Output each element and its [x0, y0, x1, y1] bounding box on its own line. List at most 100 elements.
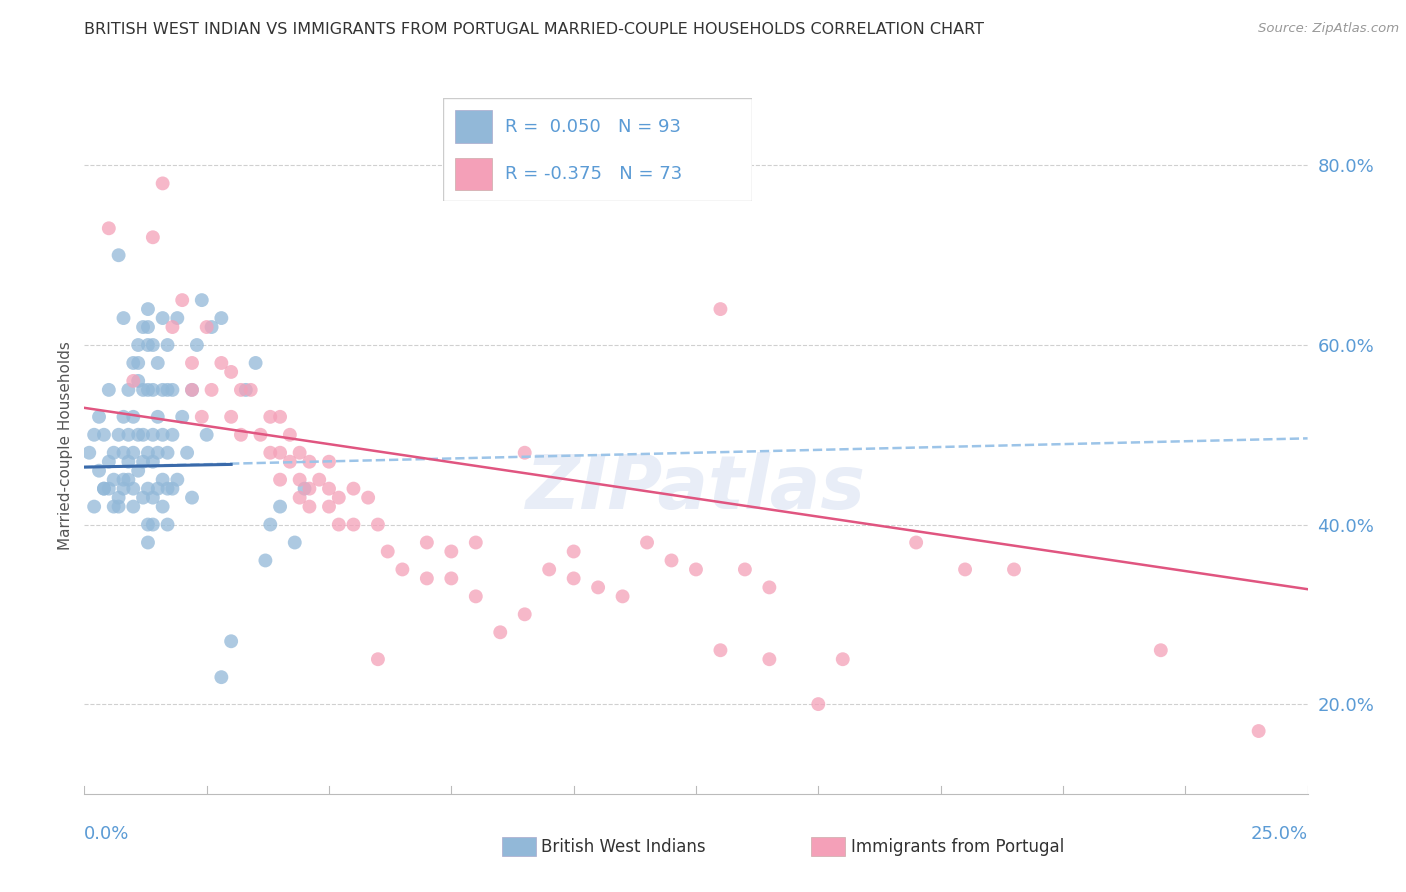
Point [357, 491, 380, 505]
Point [117, 383, 139, 397]
Point [146, 446, 169, 460]
Point [142, 427, 165, 442]
Text: British West Indians: British West Indians [541, 838, 706, 856]
Point [219, 365, 242, 379]
Point [136, 320, 159, 334]
Point [416, 571, 439, 585]
Point [136, 517, 159, 532]
Point [342, 482, 364, 496]
Point [229, 427, 252, 442]
Point [77, 446, 100, 460]
Bar [456, 158, 492, 190]
Point [142, 491, 165, 505]
Point [176, 446, 198, 460]
Point [1150, 643, 1173, 657]
Point [127, 338, 149, 352]
Point [209, 356, 232, 370]
Point [132, 320, 155, 334]
Point [132, 491, 155, 505]
Point [288, 446, 311, 460]
Point [93, 427, 115, 442]
Point [464, 590, 486, 604]
Point [122, 482, 145, 496]
Point [97, 482, 120, 496]
Point [103, 473, 125, 487]
Point [181, 383, 204, 397]
Point [142, 338, 165, 352]
Point [807, 697, 830, 711]
Point [146, 409, 169, 424]
Point [298, 500, 321, 514]
Point [122, 409, 145, 424]
Point [278, 427, 301, 442]
Point [107, 500, 129, 514]
Point [136, 338, 159, 352]
Point [308, 473, 330, 487]
Point [112, 409, 135, 424]
Point [953, 562, 976, 576]
Point [117, 455, 139, 469]
Point [142, 517, 165, 532]
Text: R = -0.375   N = 73: R = -0.375 N = 73 [505, 165, 682, 183]
Point [136, 302, 159, 317]
Point [103, 446, 125, 460]
Point [142, 230, 165, 244]
Point [162, 383, 184, 397]
Point [97, 383, 120, 397]
Point [612, 590, 634, 604]
Point [83, 427, 105, 442]
Point [294, 482, 316, 496]
Point [156, 517, 179, 532]
Point [136, 482, 159, 496]
Point [318, 455, 340, 469]
Point [132, 383, 155, 397]
Point [103, 500, 125, 514]
Point [298, 455, 321, 469]
Point [1247, 724, 1270, 739]
Point [328, 491, 350, 505]
Point [156, 383, 179, 397]
Point [239, 383, 262, 397]
Point [513, 446, 536, 460]
Point [342, 517, 364, 532]
Point [107, 491, 129, 505]
Point [191, 293, 214, 307]
Point [636, 535, 658, 549]
Point [318, 482, 340, 496]
Point [219, 409, 242, 424]
Point [284, 535, 307, 549]
Text: R =  0.050   N = 93: R = 0.050 N = 93 [505, 118, 681, 136]
Point [195, 427, 218, 442]
Point [288, 473, 311, 487]
Point [146, 482, 169, 496]
Point [152, 311, 174, 326]
Y-axis label: Married-couple Households: Married-couple Households [58, 342, 73, 550]
Text: 25.0%: 25.0% [1250, 825, 1308, 843]
Point [83, 500, 105, 514]
Point [181, 356, 204, 370]
Point [136, 383, 159, 397]
Point [562, 571, 585, 585]
Point [117, 473, 139, 487]
Point [229, 383, 252, 397]
Point [152, 500, 174, 514]
Point [367, 517, 389, 532]
Point [254, 553, 277, 567]
Point [259, 517, 281, 532]
Point [328, 517, 350, 532]
Point [489, 625, 512, 640]
Point [278, 455, 301, 469]
Point [562, 544, 585, 558]
Point [318, 500, 340, 514]
Point [93, 482, 115, 496]
Bar [456, 111, 492, 144]
Point [162, 427, 184, 442]
Point [127, 374, 149, 388]
Point [367, 652, 389, 666]
Point [259, 409, 281, 424]
Point [464, 535, 486, 549]
Point [152, 383, 174, 397]
Point [136, 535, 159, 549]
Point [107, 427, 129, 442]
Point [132, 455, 155, 469]
